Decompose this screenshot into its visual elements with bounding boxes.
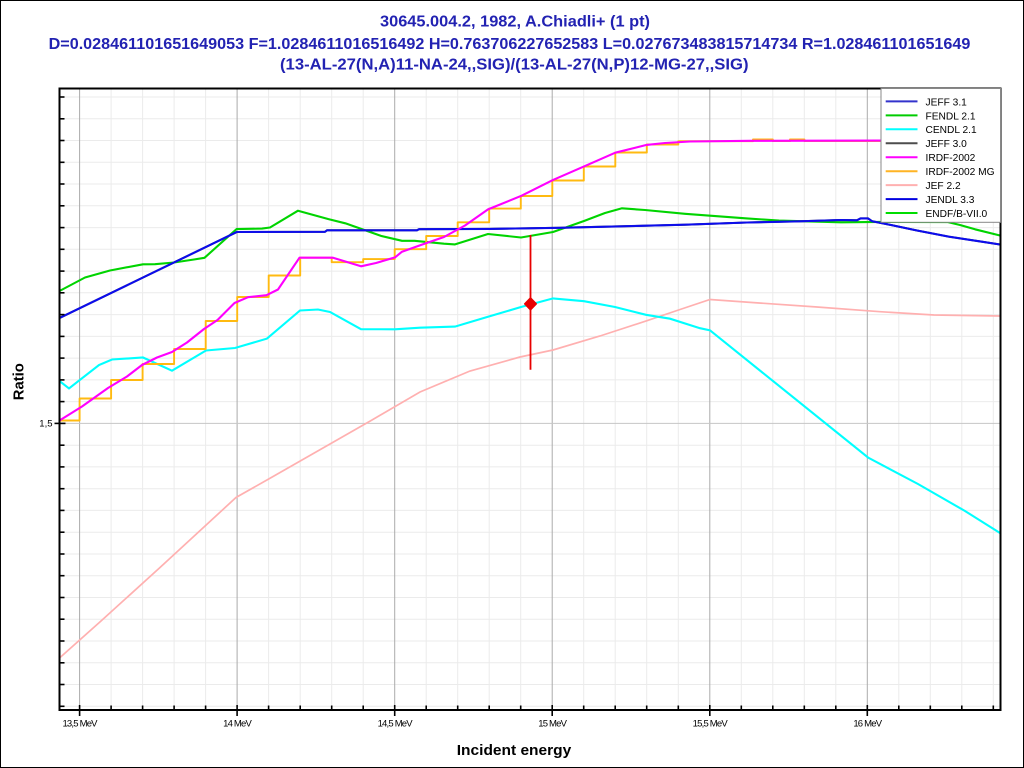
svg-text:(13-AL-27(N,A)11-NA-24,,SIG)/(: (13-AL-27(N,A)11-NA-24,,SIG)/(13-AL-27(N… xyxy=(280,57,749,74)
svg-text:15 MeV: 15 MeV xyxy=(538,719,567,730)
svg-text:16 MeV: 16 MeV xyxy=(853,719,882,730)
svg-text:CENDL 2.1: CENDL 2.1 xyxy=(926,125,977,136)
svg-text:Incident energy: Incident energy xyxy=(457,742,572,759)
svg-text:JEF 2.2: JEF 2.2 xyxy=(926,181,961,192)
svg-text:IRDF-2002 MG: IRDF-2002 MG xyxy=(926,167,995,178)
svg-text:14 MeV: 14 MeV xyxy=(223,719,252,730)
svg-text:JEFF 3.0: JEFF 3.0 xyxy=(926,139,968,150)
svg-text:1,5: 1,5 xyxy=(39,419,52,430)
svg-text:ENDF/B-VII.0: ENDF/B-VII.0 xyxy=(926,209,988,220)
svg-text:JENDL 3.3: JENDL 3.3 xyxy=(926,195,975,206)
svg-text:30645.004.2, 1982, A.Chiadli+: 30645.004.2, 1982, A.Chiadli+ (1 pt) xyxy=(380,14,650,31)
svg-text:Ratio: Ratio xyxy=(11,363,28,400)
svg-text:D=0.028461101651649053 F=1.028: D=0.028461101651649053 F=1.0284611016516… xyxy=(49,36,971,53)
svg-text:15,5 MeV: 15,5 MeV xyxy=(693,719,729,730)
svg-text:JEFF 3.1: JEFF 3.1 xyxy=(926,97,968,108)
svg-text:14,5 MeV: 14,5 MeV xyxy=(378,719,414,730)
svg-text:FENDL 2.1: FENDL 2.1 xyxy=(926,111,976,122)
svg-text:IRDF-2002: IRDF-2002 xyxy=(926,153,976,164)
svg-text:13,5 MeV: 13,5 MeV xyxy=(62,719,98,730)
